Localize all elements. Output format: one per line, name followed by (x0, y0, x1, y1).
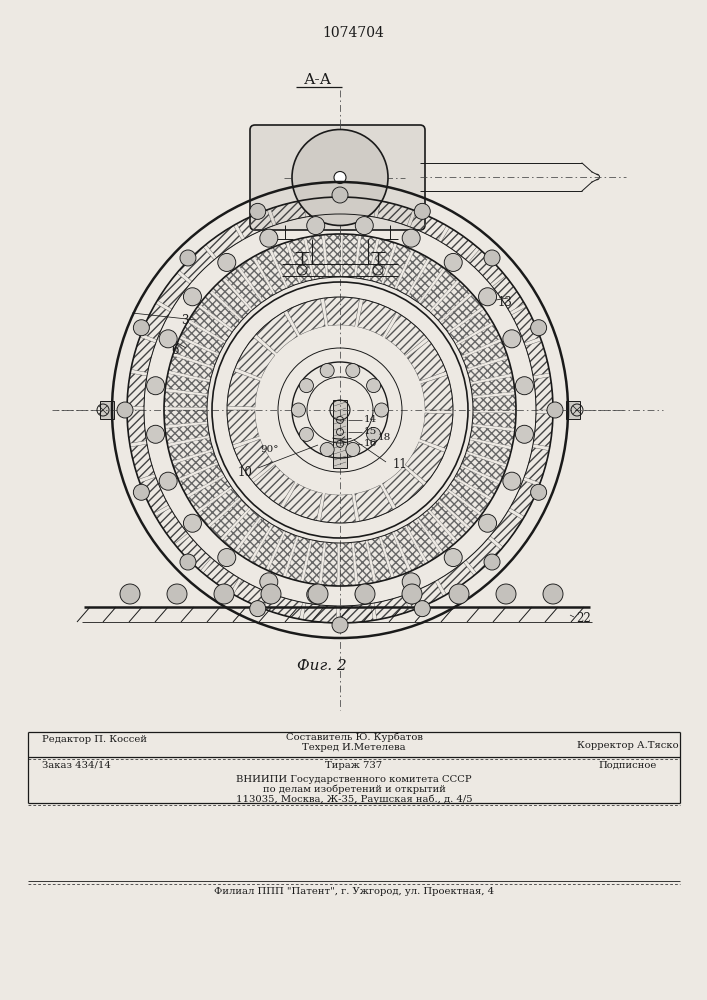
Circle shape (444, 549, 462, 567)
Circle shape (334, 172, 346, 184)
Circle shape (414, 601, 431, 617)
Text: ВНИИПИ Государственного комитета СССР: ВНИИПИ Государственного комитета СССР (236, 774, 472, 784)
FancyBboxPatch shape (250, 125, 425, 230)
Text: Корректор А.Тяско: Корректор А.Тяско (577, 742, 679, 750)
Circle shape (515, 377, 533, 395)
Circle shape (332, 617, 348, 633)
Circle shape (308, 584, 328, 604)
Circle shape (355, 584, 375, 604)
Circle shape (496, 584, 516, 604)
Circle shape (261, 584, 281, 604)
Circle shape (134, 320, 149, 336)
Circle shape (134, 484, 149, 500)
Circle shape (120, 584, 140, 604)
Circle shape (307, 585, 325, 603)
Bar (566, 401, 580, 419)
Text: 15: 15 (364, 428, 378, 436)
Circle shape (515, 425, 533, 443)
Text: по делам изобретений и открытий: по делам изобретений и открытий (262, 784, 445, 794)
Bar (333, 400, 347, 468)
Text: Заказ 434/14: Заказ 434/14 (42, 760, 111, 770)
Circle shape (346, 364, 360, 378)
Circle shape (180, 250, 196, 266)
Text: 113035, Москва, Ж-35, Раушская наб., д. 4/5: 113035, Москва, Ж-35, Раушская наб., д. … (235, 794, 472, 804)
Circle shape (300, 379, 313, 393)
Circle shape (402, 229, 420, 247)
Circle shape (117, 402, 133, 418)
Circle shape (414, 203, 431, 219)
Circle shape (320, 442, 334, 456)
Text: 1074704: 1074704 (322, 26, 384, 40)
Text: 22: 22 (576, 612, 591, 626)
Circle shape (531, 320, 547, 336)
Text: Фиг. 2: Фиг. 2 (297, 659, 347, 673)
Circle shape (320, 364, 334, 378)
Text: 14: 14 (364, 416, 378, 424)
Circle shape (218, 253, 235, 271)
Circle shape (531, 484, 547, 500)
Circle shape (547, 402, 563, 418)
Circle shape (250, 203, 266, 219)
Circle shape (503, 472, 521, 490)
Circle shape (259, 229, 278, 247)
Text: 16: 16 (364, 440, 378, 448)
Text: 18: 18 (378, 434, 391, 442)
Text: 11: 11 (392, 458, 407, 472)
Circle shape (214, 584, 234, 604)
Circle shape (375, 403, 389, 417)
Circle shape (346, 442, 360, 456)
Circle shape (250, 601, 266, 617)
Circle shape (444, 253, 462, 271)
Circle shape (180, 554, 196, 570)
Circle shape (402, 573, 420, 591)
Circle shape (366, 379, 380, 393)
Text: Филиал ППП "Патент", г. Ужгород, ул. Проектная, 4: Филиал ППП "Патент", г. Ужгород, ул. Про… (214, 886, 494, 896)
Text: Техред И.Метелева: Техред И.Метелева (302, 744, 406, 752)
Circle shape (402, 584, 422, 604)
Text: 6: 6 (171, 344, 179, 357)
Text: Подписное: Подписное (599, 760, 658, 770)
Text: Составитель Ю. Курбатов: Составитель Ю. Курбатов (286, 732, 423, 742)
Circle shape (146, 425, 165, 443)
Circle shape (484, 554, 500, 570)
Circle shape (356, 585, 373, 603)
Circle shape (484, 250, 500, 266)
Circle shape (259, 573, 278, 591)
Text: 90°: 90° (261, 446, 279, 454)
Text: 3: 3 (181, 314, 189, 326)
Circle shape (146, 377, 165, 395)
Circle shape (307, 217, 325, 235)
Circle shape (292, 129, 388, 226)
Circle shape (291, 403, 305, 417)
Circle shape (503, 330, 521, 348)
Text: Тираж 737: Тираж 737 (325, 760, 382, 770)
Circle shape (159, 330, 177, 348)
Circle shape (479, 514, 496, 532)
Text: А-А: А-А (304, 73, 332, 87)
Circle shape (218, 549, 235, 567)
Circle shape (159, 472, 177, 490)
Text: Редактор П. Коссей: Редактор П. Коссей (42, 736, 147, 744)
Circle shape (332, 187, 348, 203)
Circle shape (479, 288, 496, 306)
Circle shape (300, 427, 313, 441)
Text: 13: 13 (498, 296, 513, 308)
Bar (100, 401, 114, 419)
Circle shape (167, 584, 187, 604)
Circle shape (356, 217, 373, 235)
Circle shape (366, 427, 380, 441)
Circle shape (183, 514, 201, 532)
Circle shape (543, 584, 563, 604)
Circle shape (449, 584, 469, 604)
Text: 10: 10 (238, 466, 252, 479)
Circle shape (183, 288, 201, 306)
